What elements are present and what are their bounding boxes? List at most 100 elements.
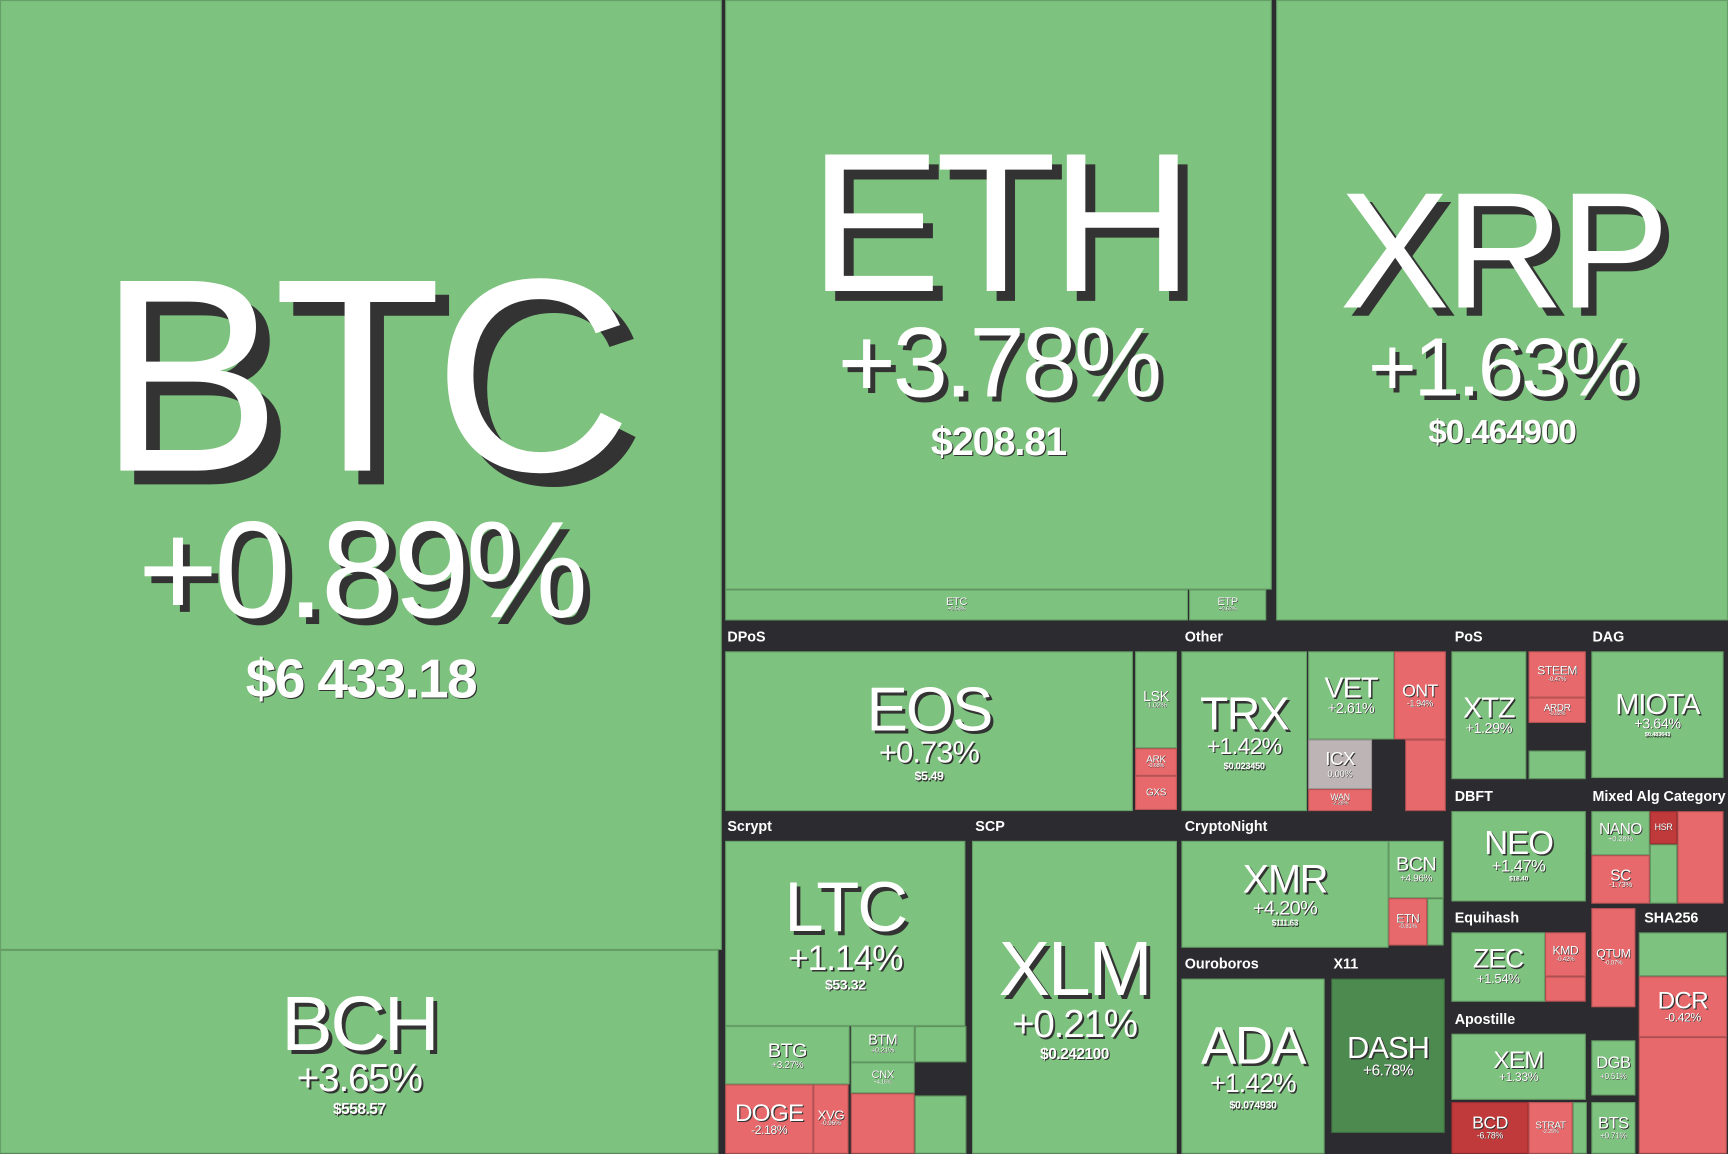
group-label: DAG <box>1592 628 1625 645</box>
coin-change: -0.42% <box>1664 1011 1702 1025</box>
coin-symbol: VET <box>1324 671 1379 705</box>
coin-tile: ONT -1.94% <box>1394 651 1446 740</box>
coin-price: $558.57 <box>332 1099 386 1118</box>
coin-price: $0.074930 <box>1229 1099 1277 1112</box>
coin-symbol: DOGE <box>734 1098 804 1127</box>
coin-tile: BTS +0.71% <box>1591 1102 1636 1154</box>
coin-symbol: NANO <box>1599 819 1642 838</box>
coin-symbol: DASH <box>1347 1030 1430 1065</box>
coin-symbol: EOS <box>866 674 994 744</box>
coin-symbol: STEEM <box>1537 664 1578 678</box>
group-label: DPoS <box>727 628 766 645</box>
coin-tile: BTG +3.27% <box>725 1025 850 1085</box>
coin-change: +3.64% <box>1634 715 1681 733</box>
coin-change: -0.68% <box>1147 763 1165 770</box>
coin-symbol: XMR <box>1242 856 1329 902</box>
coin-symbol: DCR <box>1657 986 1709 1014</box>
coin-change: +1.29% <box>1465 719 1513 737</box>
coin-tile: XTZ +1.29% <box>1451 651 1527 780</box>
coin-change: +1.42% <box>1210 1068 1296 1099</box>
coin-symbol: BTM <box>868 1031 898 1049</box>
coin-tile: ETH +3.78% $208.81 <box>725 0 1272 590</box>
coin-symbol: ETN <box>1396 912 1420 926</box>
coin-symbol: XEM <box>1493 1046 1544 1074</box>
coin-change: +4.20% <box>1252 896 1318 919</box>
coin-tile: GXS <box>1135 775 1177 810</box>
coin-change: +1.47% <box>1491 857 1546 877</box>
coin-price: $5.49 <box>914 770 944 784</box>
filler-tile <box>1545 976 1586 1002</box>
coin-change: -0.96% <box>821 1121 841 1128</box>
coin-tile: BCN +4.96% <box>1388 840 1444 899</box>
coin-symbol: LSK <box>1143 687 1169 704</box>
coin-change: +3.65% <box>296 1057 423 1101</box>
coin-symbol: STRAT <box>1535 1119 1566 1131</box>
group-label: PoS <box>1454 628 1483 645</box>
group-label: CryptoNight <box>1184 817 1268 835</box>
coin-symbol: NEO <box>1484 825 1554 862</box>
coin-symbol: QTUM <box>1596 947 1631 962</box>
coin-symbol: LTC <box>784 867 908 948</box>
coin-change: -1.02% <box>1145 702 1167 710</box>
coin-tile: ETN -0.81% <box>1388 898 1428 946</box>
coin-symbol: XLM <box>998 926 1153 1013</box>
coin-change: +1.54% <box>1476 971 1520 987</box>
coin-tile: WAN -2.28% <box>1308 789 1373 812</box>
coin-symbol: XTZ <box>1463 691 1515 725</box>
coin-tile: VET +2.61% <box>1308 651 1395 740</box>
coin-change: -0.42% <box>1556 956 1575 963</box>
coin-tile: TRX +1.42% $0.023450 <box>1181 651 1308 812</box>
coin-change: +0.21% <box>871 1046 895 1055</box>
coin-change: +3.27% <box>771 1058 804 1070</box>
coin-tile: XEM +1.33% <box>1451 1033 1586 1100</box>
filler-tile <box>1638 932 1727 977</box>
coin-symbol: ARDR <box>1543 701 1571 713</box>
coin-change: -1.94% <box>1406 698 1434 709</box>
group-label: SHA256 <box>1644 909 1699 926</box>
coin-tile: QTUM -0.07% <box>1591 908 1636 1008</box>
coin-tile: DASH +6.78% <box>1331 978 1445 1133</box>
coin-symbol: SC <box>1610 866 1631 884</box>
coin-tile: BCD -6.78% <box>1451 1102 1529 1154</box>
coin-change: +4.96% <box>1400 873 1433 885</box>
coin-tile: ADA +1.42% $0.074930 <box>1181 978 1325 1154</box>
coin-change: +2.61% <box>1327 699 1375 717</box>
coin-tile: LSK -1.02% <box>1135 651 1177 749</box>
coin-symbol: ETH <box>809 112 1194 334</box>
coin-price: $0.464900 <box>1428 413 1576 451</box>
filler-tile <box>1528 750 1586 780</box>
coin-symbol: ARK <box>1146 753 1166 765</box>
coin-tile: CNX +4.16% <box>850 1062 915 1094</box>
coin-symbol: BTC <box>97 221 632 529</box>
coin-tile: NEO +1.47% $18.40 <box>1451 811 1586 902</box>
coin-symbol: ONT <box>1402 681 1438 701</box>
coin-change: -0.07% <box>1604 959 1623 967</box>
coin-tile: SC -1.73% <box>1591 855 1650 904</box>
coin-tile: STEEM -0.47% <box>1528 651 1586 698</box>
coin-change: +0.54% <box>947 606 966 614</box>
group-label: Equihash <box>1454 909 1520 926</box>
coin-tile: BTC +0.89% $6 433.18 <box>0 0 722 950</box>
coin-change: +0.73% <box>879 734 980 770</box>
coin-tile: XVG -0.96% <box>813 1084 849 1154</box>
coin-tile: HSR <box>1649 811 1678 845</box>
coin-symbol: KMD <box>1552 944 1579 958</box>
coin-tile: BCH +3.65% $558.57 <box>0 949 719 1154</box>
coin-change: -2.25% <box>1542 1128 1559 1136</box>
coin-tile: ARDR -0.02% <box>1528 697 1586 723</box>
coin-symbol: BCD <box>1472 1114 1508 1134</box>
group-label: Ouroboros <box>1184 955 1259 972</box>
coin-tile: DOGE -2.18% <box>725 1084 814 1154</box>
coin-change: +0.89% <box>137 493 588 648</box>
coin-symbol: TRX <box>1199 688 1290 740</box>
coin-symbol: ETC <box>946 596 968 609</box>
coin-symbol: XVG <box>817 1107 845 1123</box>
filler-tile <box>1572 1102 1587 1154</box>
coin-change: -0.81% <box>1398 923 1417 931</box>
coin-change: +0.62% <box>1218 606 1237 614</box>
coin-symbol: GXS <box>1146 787 1167 799</box>
filler-tile <box>1649 844 1678 904</box>
group-label: Apostille <box>1454 1010 1516 1028</box>
coin-change: -0.47% <box>1548 676 1567 683</box>
group-label: DBFT <box>1454 787 1493 805</box>
